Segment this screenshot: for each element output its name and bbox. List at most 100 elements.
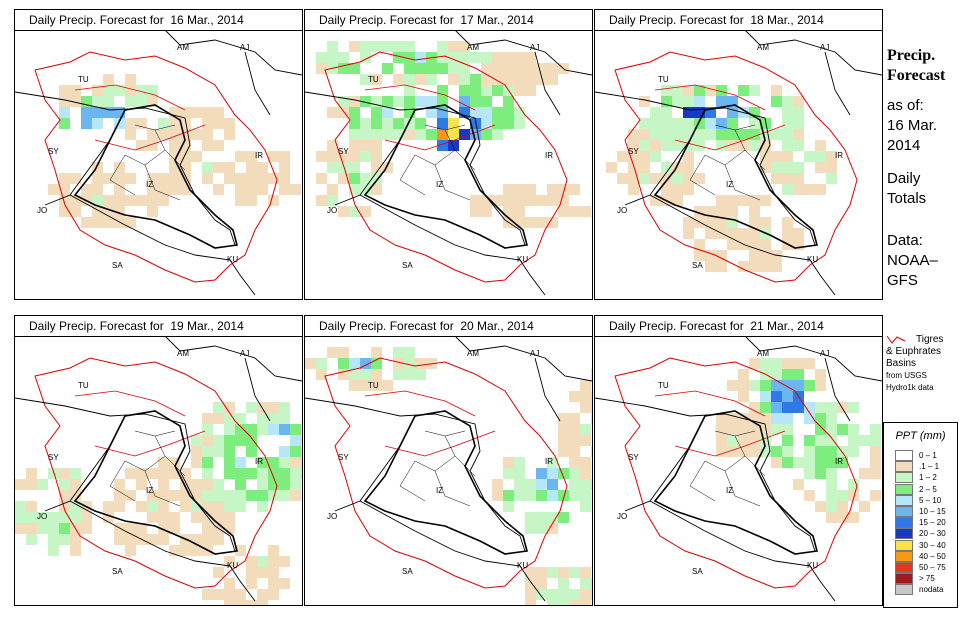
precip-cell: [459, 41, 470, 52]
precip-cell: [826, 424, 837, 435]
precip-cell: [503, 457, 514, 468]
precip-cell: [859, 435, 870, 446]
precip-cell: [569, 435, 580, 446]
precip-cell: [503, 63, 514, 74]
precip-cell: [103, 85, 114, 96]
precip-cell: [514, 184, 525, 195]
precip-cell: [606, 162, 617, 173]
precip-cell: [70, 512, 81, 523]
precip-cell: [793, 162, 804, 173]
country-label: IR: [835, 457, 843, 466]
precip-cell: [415, 369, 426, 380]
precip-cell: [169, 173, 180, 184]
precip-cell: [525, 184, 536, 195]
country-label: IR: [545, 457, 553, 466]
precip-cell: [360, 52, 371, 63]
ppt-legend-label: 40 – 50: [919, 551, 946, 561]
precip-cell: [503, 195, 514, 206]
precip-cell: [870, 468, 881, 479]
precip-cell: [202, 512, 213, 523]
precip-cell: [727, 217, 738, 228]
precip-cell: [782, 96, 793, 107]
precip-cell: [760, 446, 771, 457]
precip-cell: [826, 479, 837, 490]
precip-cell: [213, 184, 224, 195]
iraq-outline: [73, 104, 239, 249]
precip-cell: [59, 490, 70, 501]
precip-cell: [246, 162, 257, 173]
iraq-outline: [653, 410, 819, 555]
precip-cell: [782, 162, 793, 173]
precip-cell: [569, 424, 580, 435]
precip-cell: [202, 162, 213, 173]
precip-cell: [103, 107, 114, 118]
as-of-date-line-1: 16 Mar.: [887, 117, 938, 134]
precip-cell: [180, 501, 191, 512]
precip-cell: [558, 468, 569, 479]
precip-cell: [169, 523, 180, 534]
precip-cell: [37, 479, 48, 490]
precip-cell: [536, 217, 547, 228]
basin-subdivision: [364, 84, 496, 151]
precip-cell: [59, 173, 70, 184]
precip-cell: [257, 402, 268, 413]
precip-cell: [202, 446, 213, 457]
precip-cell: [48, 468, 59, 479]
precip-cell: [290, 184, 301, 195]
precip-cell: [338, 358, 349, 369]
precip-cell: [459, 63, 470, 74]
precip-cell: [301, 468, 302, 479]
precip-cell: [793, 118, 804, 129]
precip-cell: [525, 479, 536, 490]
country-label: SA: [402, 567, 413, 576]
country-label: KU: [227, 561, 238, 570]
precip-cell: [48, 534, 59, 545]
precip-cell: [169, 129, 180, 140]
precip-cell: [760, 162, 771, 173]
precip-cell: [59, 468, 70, 479]
precip-cell: [224, 578, 235, 589]
precip-cell: [580, 402, 591, 413]
precip-cell: [639, 173, 650, 184]
precip-cell: [114, 206, 125, 217]
precip-cell: [580, 424, 591, 435]
precip-cell: [37, 512, 48, 523]
precip-cell: [48, 523, 59, 534]
precip-cell: [213, 589, 224, 600]
precip-cell: [705, 250, 716, 261]
precip-cell: [826, 457, 837, 468]
precip-cell: [268, 173, 279, 184]
precip-cell: [180, 184, 191, 195]
precip-cell: [793, 96, 804, 107]
precip-cell: [558, 600, 569, 605]
precip-cell: [782, 118, 793, 129]
precip-cell: [749, 118, 760, 129]
precip-cell: [147, 501, 158, 512]
precip-cell: [147, 490, 158, 501]
precip-cell: [727, 118, 738, 129]
precip-cell: [147, 140, 158, 151]
country-label: TU: [658, 381, 669, 390]
precip-cell: [382, 41, 393, 52]
precip-cell: [59, 107, 70, 118]
precip-cell: [224, 424, 235, 435]
precip-cell: [481, 96, 492, 107]
precip-cell: [492, 63, 503, 74]
forecast-map-panel-mar-20: Daily Precip. Forecast for 20 Mar., 2014…: [304, 315, 593, 606]
precip-cell: [136, 523, 147, 534]
precip-cell: [180, 107, 191, 118]
precip-cell: [81, 523, 92, 534]
precip-cell: [235, 195, 246, 206]
precip-cell: [815, 501, 826, 512]
precip-cell: [202, 129, 213, 140]
precip-cell: [628, 162, 639, 173]
precip-cell: [382, 162, 393, 173]
precip-cell: [81, 118, 92, 129]
precip-cell: [628, 151, 639, 162]
country-borders: [15, 30, 302, 296]
as-of-date-line-2: 2014: [887, 137, 921, 154]
precip-cell: [727, 228, 738, 239]
province-lines: [689, 430, 766, 507]
precip-cell: [672, 140, 683, 151]
precip-cell: [349, 162, 360, 173]
